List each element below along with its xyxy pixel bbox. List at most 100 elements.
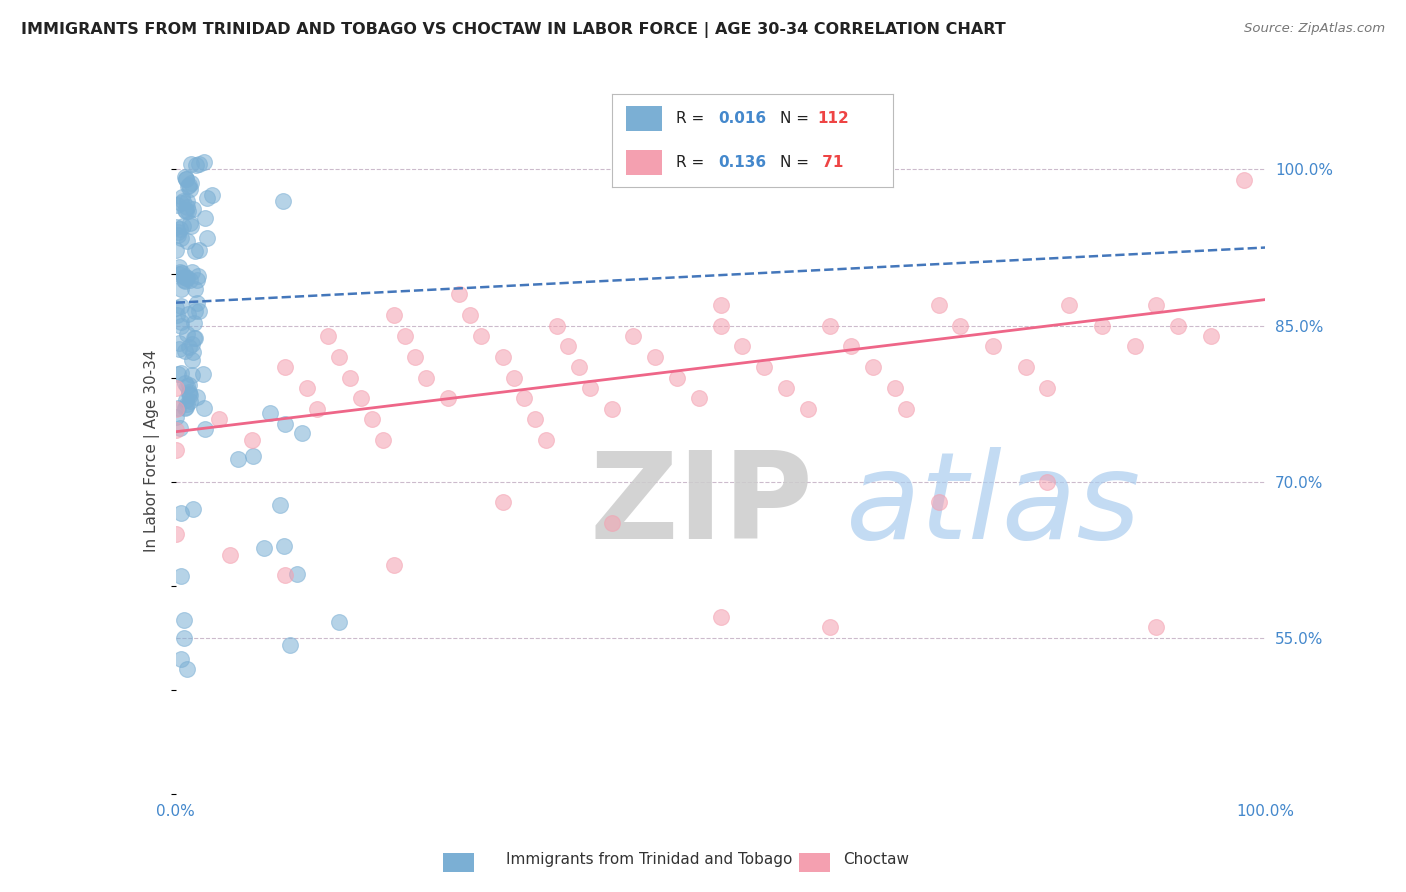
Point (170, 266, 193, 280)
Point (170, 506, 193, 520)
Point (177, 377, 200, 392)
Point (350, 392, 373, 406)
Point (165, 381, 187, 395)
Point (181, 368, 204, 383)
Point (184, 158, 207, 172)
Point (170, 281, 193, 295)
Point (167, 260, 190, 274)
Point (644, 350, 666, 364)
Point (394, 329, 416, 343)
Point (328, 615, 350, 630)
Point (841, 339, 863, 353)
Point (176, 270, 198, 285)
Point (492, 350, 515, 364)
Point (184, 304, 207, 318)
Point (600, 401, 623, 416)
Point (173, 613, 195, 627)
Point (194, 422, 217, 436)
Point (177, 178, 200, 192)
Point (179, 182, 201, 196)
Point (176, 379, 198, 393)
Point (194, 211, 217, 226)
Point (271, 194, 294, 208)
Point (165, 219, 187, 234)
Point (1057, 298, 1080, 312)
Text: atlas: atlas (846, 447, 1142, 564)
Point (1123, 339, 1146, 353)
Point (180, 219, 202, 234)
Point (502, 370, 524, 384)
Point (278, 638, 301, 652)
Point (1036, 381, 1059, 395)
Point (181, 345, 204, 359)
Point (754, 360, 776, 375)
Point (884, 381, 907, 395)
Point (208, 412, 231, 426)
Point (176, 326, 198, 341)
Point (165, 409, 187, 424)
Point (169, 420, 191, 434)
Point (179, 388, 201, 402)
Point (170, 190, 193, 204)
Point (688, 392, 710, 406)
Point (219, 548, 242, 562)
Point (165, 301, 187, 315)
Point (167, 401, 190, 416)
Point (191, 367, 214, 381)
Point (166, 198, 188, 212)
Point (177, 178, 200, 193)
Point (184, 331, 207, 345)
Point (170, 195, 193, 210)
Point (796, 401, 818, 416)
Point (179, 385, 201, 400)
Point (775, 381, 797, 395)
Point (710, 610, 733, 624)
Point (169, 569, 191, 583)
Point (165, 401, 187, 416)
Point (173, 202, 195, 217)
Text: Immigrants from Trinidad and Tobago: Immigrants from Trinidad and Tobago (506, 852, 793, 867)
Point (557, 339, 579, 353)
Point (183, 316, 205, 330)
Text: 0.016: 0.016 (718, 111, 766, 126)
Point (176, 200, 198, 214)
Text: Source: ZipAtlas.com: Source: ZipAtlas.com (1244, 22, 1385, 36)
Point (226, 452, 249, 467)
Point (165, 526, 187, 541)
Point (180, 177, 202, 191)
Point (339, 370, 361, 384)
Point (382, 558, 405, 572)
Point (666, 370, 689, 384)
Point (193, 155, 215, 169)
Text: R =: R = (676, 111, 710, 126)
Point (174, 401, 197, 416)
Point (179, 340, 201, 354)
Point (166, 225, 188, 239)
Point (981, 339, 1004, 353)
Point (524, 412, 547, 426)
Point (181, 202, 204, 216)
Point (176, 204, 198, 219)
Point (170, 231, 193, 245)
Point (183, 331, 205, 345)
Point (1036, 475, 1059, 489)
Text: R =: R = (676, 155, 710, 170)
Point (179, 216, 201, 230)
Point (169, 343, 191, 357)
Point (1199, 329, 1222, 343)
Point (170, 315, 193, 329)
Point (193, 401, 215, 415)
Point (415, 370, 437, 384)
Point (176, 194, 198, 209)
Point (167, 368, 190, 382)
Point (274, 360, 297, 375)
Point (179, 273, 201, 287)
Point (181, 502, 204, 516)
Point (274, 417, 297, 431)
Point (458, 308, 481, 322)
Point (197, 191, 219, 205)
Text: N =: N = (780, 111, 814, 126)
Point (167, 228, 190, 243)
Point (166, 308, 188, 322)
Point (862, 360, 884, 375)
